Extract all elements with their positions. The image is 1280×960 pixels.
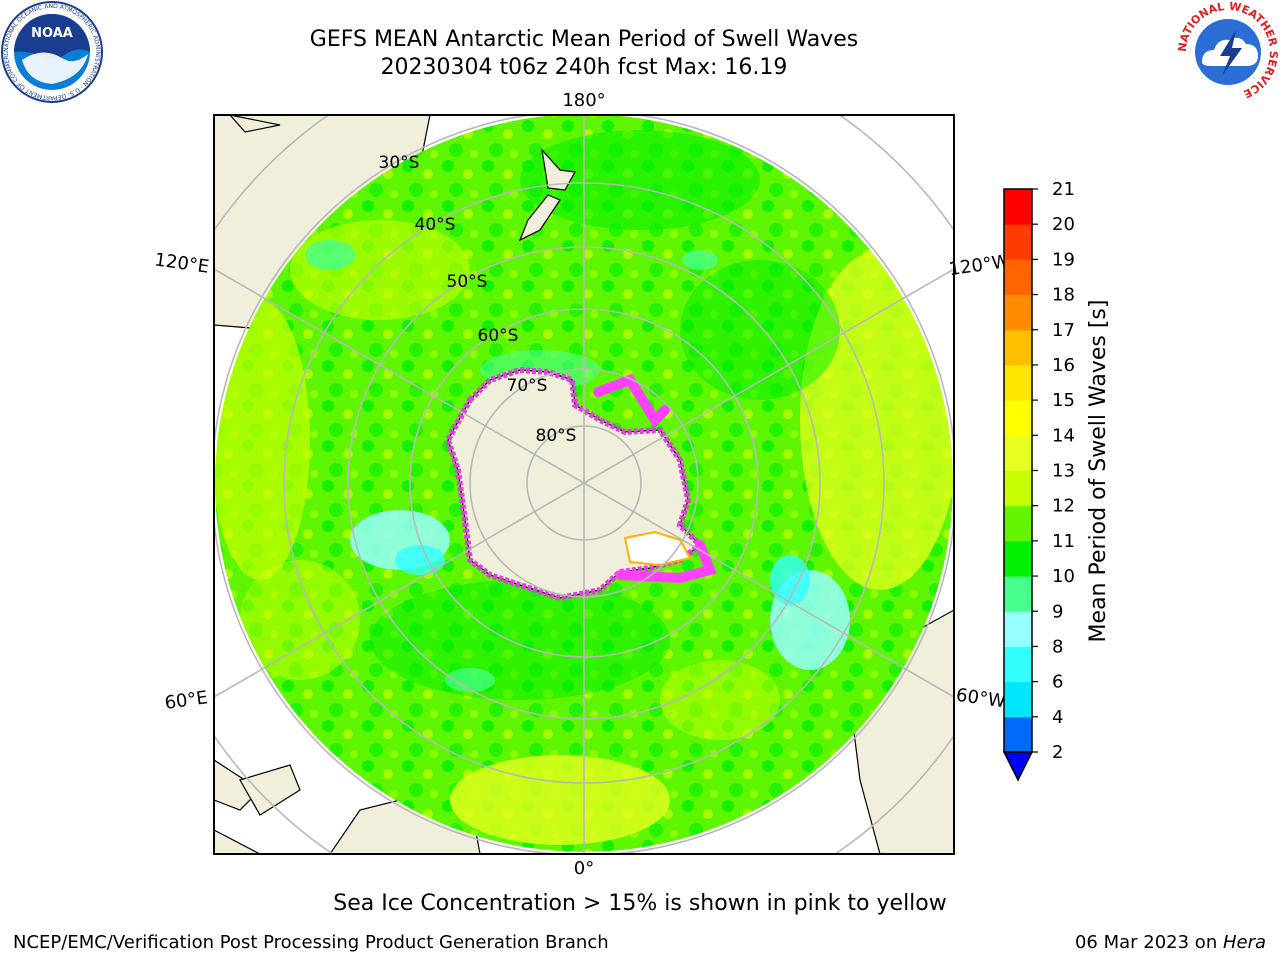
colorbar-tick-label: 2 [1052,742,1063,763]
lat-label-80s: 80°S [536,426,577,446]
colorbar-tick-label: 13 [1052,461,1075,482]
colorbar-label: Mean Period of Swell Waves [s] [1086,300,1111,643]
colorbar-segment [1004,294,1032,331]
colorbar-tick-label: 11 [1052,531,1075,552]
colorbar-segment [1004,646,1032,683]
colorbar-tick-label: 14 [1052,425,1075,446]
colorbar-tick-label: 9 [1052,601,1063,622]
map-title: GEFS MEAN Antarctic Mean Period of Swell… [309,27,859,52]
colorbar-segment [1004,364,1032,401]
colorbar-tick-label: 8 [1052,636,1063,657]
colorbar-tick-label: 18 [1052,285,1075,306]
colorbar-segment [1004,611,1032,647]
map-subtitle: 20230304 t06z 240h fcst Max: 16.19 [380,55,788,80]
lat-label-50s: 50°S [447,272,488,292]
colorbar-tick-label: 15 [1052,390,1075,411]
colorbar-segment [1004,224,1032,260]
map-panel [214,115,954,854]
footer-date: 06 Mar 2023 on Hera [1075,932,1266,953]
lat-label-70s: 70°S [507,376,548,396]
lat-label-60s: 60°S [478,326,519,346]
colorbar: 2 4 6 8 9 10 11 12 13 14 15 16 17 18 19 20 21 [1002,179,1075,782]
weddell-sea-ice [623,530,692,567]
colorbar-segment [1004,681,1032,718]
colorbar-segment [1004,400,1032,436]
lon-label-60w: 60°W [955,685,1007,713]
colorbar-tick-label: 6 [1052,672,1063,693]
noaa-logo: NATIONAL OCEANIC AND ATMOSPHERIC ADMINIS… [0,0,103,103]
sea-ice-note: Sea Ice Concentration > 15% is shown in … [333,891,947,916]
colorbar-tick-label: 21 [1052,179,1075,200]
colorbar-segment [1004,329,1032,366]
colorbar-segment [1004,540,1032,577]
colorbar-segment [1004,470,1032,507]
lon-label-60e: 60°E [163,687,209,714]
colorbar-tick-label: 16 [1052,355,1075,376]
footer-machine: Hera [1222,932,1266,953]
lon-label-0: 0° [574,858,594,879]
colorbar-extend-min [1002,751,1034,782]
lon-label-180: 180° [562,90,605,111]
lat-label-40s: 40°S [415,215,456,235]
footer-branch: NCEP/EMC/Verification Post Processing Pr… [13,932,609,953]
nws-logo: NATIONAL WEATHER SERVICE [1176,0,1280,101]
graticule [214,115,954,854]
lon-label-120w: 120°W [947,251,1011,280]
colorbar-segment [1004,435,1032,471]
colorbar-tick-label: 12 [1052,496,1075,517]
colorbar-tick-label: 19 [1052,249,1075,270]
lat-label-30s: 30°S [379,153,420,173]
colorbar-tick-label: 17 [1052,320,1075,341]
colorbar-segment [1004,505,1032,542]
colorbar-segment [1004,716,1032,753]
colorbar-tick-label: 10 [1052,566,1075,587]
colorbar-segment [1004,576,1032,612]
colorbar-tick-label: 20 [1052,214,1075,235]
colorbar-segment [1004,259,1032,296]
noaa-logo-label: NOAA [31,26,73,41]
colorbar-segment [1004,189,1032,225]
colorbar-tick-label: 4 [1052,707,1063,728]
footer-date-text: 06 Mar 2023 on [1074,932,1223,953]
lon-label-120e: 120°E [153,249,210,277]
map-frame [213,114,955,855]
